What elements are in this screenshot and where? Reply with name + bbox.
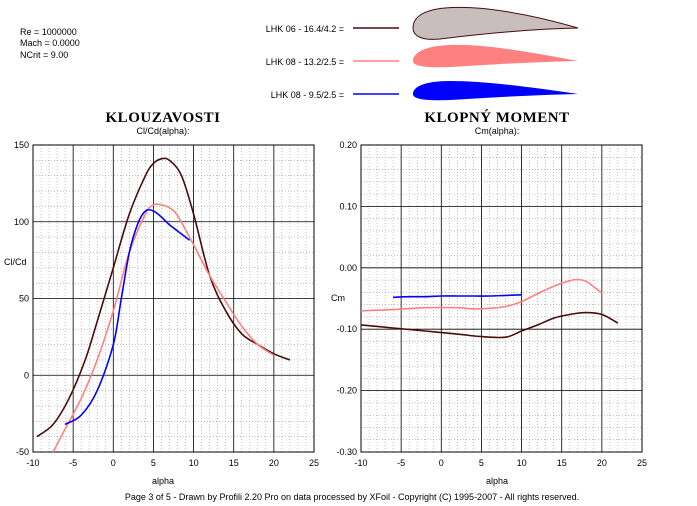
x-tick-label: 25 [309, 458, 319, 468]
airfoil-lhk08-13-icon [413, 44, 578, 68]
x-tick-label: -10 [354, 458, 367, 468]
series-line-2 [393, 294, 522, 299]
y-tick-label: -0.10 [336, 324, 357, 334]
plot-frame [360, 144, 643, 453]
ncrit-label: NCrit = 9.00 [20, 50, 68, 60]
chart-right-plot: -10 -5 0 5 10 15 20 25 -0.30 -0.20 -0.10 0.00 0.10 0.… [336, 140, 647, 468]
y-tick-label: 150 [14, 140, 29, 150]
y-tick-label: 0.20 [339, 140, 357, 150]
y-tick-label: 100 [14, 217, 29, 227]
y-tick-label: -0.30 [336, 447, 357, 457]
reynolds-label: Re = 1000000 [20, 27, 77, 37]
x-tick-label: -10 [26, 458, 39, 468]
x-tick-label: 20 [269, 458, 279, 468]
x-tick-label: -5 [397, 458, 405, 468]
chart-right-subtitle: Cm(alpha): [475, 126, 520, 136]
legend-label-lhk08-13: LHK 08 - 13.2/2.5 = [266, 57, 344, 67]
footer-text: Page 3 of 5 - Drawn by Profili 2.20 Pro … [125, 492, 579, 502]
x-tick-label: 0 [111, 458, 116, 468]
series-line-0 [360, 311, 619, 339]
plot-frame [32, 144, 315, 453]
legend-label-lhk06: LHK 06 - 16.4/4.2 = [266, 24, 344, 34]
airfoil-lhk06-icon [412, 6, 579, 40]
series-line-1 [360, 278, 603, 312]
chart-right-ylabel: Cm [331, 293, 345, 303]
y-tick-label: 50 [19, 294, 29, 304]
x-tick-label: 5 [479, 458, 484, 468]
chart-left-title: KLOUZAVOSTI [106, 110, 221, 126]
chart-right-title: KLOPNÝ MOMENT [424, 109, 569, 126]
series-line-0 [36, 157, 291, 438]
x-tick-label: 5 [151, 458, 156, 468]
chart-right-xlabel: alpha [486, 476, 508, 486]
chart-left-subtitle: Cl/Cd(alpha): [136, 126, 189, 136]
legend-label-lhk08-9: LHK 08 - 9.5/2.5 = [271, 90, 344, 100]
x-tick-label: 20 [597, 458, 607, 468]
y-tick-label: -50 [16, 447, 29, 457]
y-tick-label: 0.10 [339, 201, 357, 211]
series-line-2 [64, 208, 191, 426]
y-tick-label: 0.00 [339, 263, 357, 273]
chart-left-ylabel: Cl/Cd [4, 257, 27, 267]
x-tick-label: 15 [557, 458, 567, 468]
chart-left-xlabel: alpha [152, 476, 174, 486]
y-tick-label: -0.20 [336, 386, 357, 396]
mach-label: Mach = 0.0000 [20, 38, 80, 48]
x-tick-label: 10 [189, 458, 199, 468]
series-line-1 [52, 203, 275, 453]
airfoil-lhk08-9-icon [413, 81, 578, 101]
legend: LHK 06 - 16.4/4.2 = LHK 08 - 13.2/2.5 = … [266, 6, 579, 101]
x-tick-label: -5 [69, 458, 77, 468]
x-tick-label: 10 [517, 458, 527, 468]
x-tick-label: 0 [439, 458, 444, 468]
x-tick-label: 25 [637, 458, 647, 468]
x-tick-label: 15 [229, 458, 239, 468]
y-tick-label: 0 [24, 370, 29, 380]
